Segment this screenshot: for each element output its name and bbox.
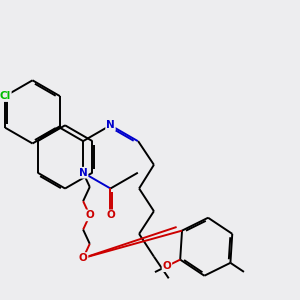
Text: N: N: [106, 120, 115, 130]
Text: Cl: Cl: [0, 91, 11, 101]
Text: O: O: [106, 210, 115, 220]
Text: O: O: [85, 210, 94, 220]
Text: N: N: [79, 168, 88, 178]
Text: O: O: [79, 253, 88, 263]
Text: O: O: [163, 261, 171, 271]
